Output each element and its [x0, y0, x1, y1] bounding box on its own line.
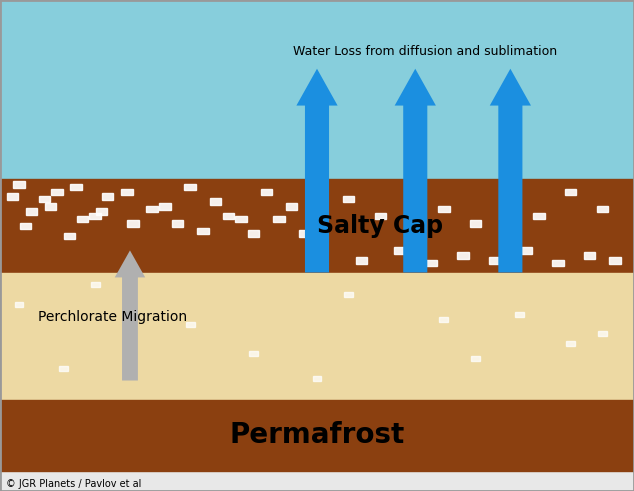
- Bar: [501, 193, 513, 200]
- Bar: [438, 206, 450, 212]
- Bar: [13, 181, 25, 188]
- Bar: [356, 257, 367, 264]
- Bar: [470, 220, 481, 227]
- Bar: [457, 252, 469, 259]
- Bar: [26, 208, 37, 215]
- Bar: [344, 292, 353, 297]
- Bar: [471, 356, 480, 361]
- Bar: [521, 247, 532, 254]
- Bar: [121, 189, 133, 195]
- Bar: [515, 312, 524, 317]
- Bar: [286, 203, 297, 210]
- Text: © JGR Planets / Pavlov et al: © JGR Planets / Pavlov et al: [6, 479, 142, 489]
- Bar: [70, 184, 82, 190]
- Bar: [566, 341, 575, 346]
- Bar: [89, 213, 101, 219]
- Text: Salty Cap: Salty Cap: [318, 214, 443, 238]
- Text: Water Loss from diffusion and sublimation: Water Loss from diffusion and sublimatio…: [293, 45, 557, 58]
- Bar: [39, 196, 50, 202]
- Bar: [91, 282, 100, 287]
- Bar: [406, 189, 418, 195]
- Bar: [598, 331, 607, 336]
- Bar: [51, 189, 63, 195]
- FancyArrow shape: [115, 250, 145, 381]
- Bar: [197, 228, 209, 234]
- Bar: [0, 179, 634, 273]
- Bar: [565, 189, 576, 195]
- Bar: [552, 260, 564, 266]
- Bar: [0, 273, 634, 400]
- Bar: [184, 184, 196, 190]
- Bar: [248, 230, 259, 237]
- Bar: [0, 400, 634, 471]
- Bar: [343, 196, 354, 202]
- Bar: [59, 366, 68, 371]
- Bar: [425, 260, 437, 266]
- Bar: [186, 322, 195, 327]
- Bar: [584, 252, 595, 259]
- Bar: [146, 206, 158, 212]
- Bar: [15, 302, 23, 307]
- Bar: [45, 203, 56, 210]
- Bar: [439, 317, 448, 322]
- Bar: [609, 257, 621, 264]
- Bar: [375, 213, 386, 219]
- Bar: [210, 198, 221, 205]
- Bar: [261, 189, 272, 195]
- FancyArrow shape: [394, 69, 436, 273]
- Bar: [20, 223, 31, 229]
- FancyArrow shape: [490, 69, 531, 273]
- Bar: [159, 203, 171, 210]
- Text: Permafrost: Permafrost: [230, 420, 404, 449]
- Bar: [77, 216, 88, 222]
- Bar: [172, 220, 183, 227]
- Bar: [489, 257, 500, 264]
- Bar: [127, 220, 139, 227]
- Bar: [102, 193, 113, 200]
- Bar: [597, 206, 608, 212]
- Bar: [64, 233, 75, 239]
- Bar: [533, 213, 545, 219]
- Bar: [313, 376, 321, 381]
- Bar: [0, 0, 634, 179]
- Text: Perchlorate Migration: Perchlorate Migration: [38, 310, 187, 324]
- Bar: [223, 213, 234, 219]
- Bar: [96, 208, 107, 215]
- Bar: [299, 230, 310, 237]
- Bar: [394, 247, 405, 254]
- Bar: [235, 216, 247, 222]
- Bar: [273, 216, 285, 222]
- FancyArrow shape: [297, 69, 337, 273]
- Bar: [249, 351, 258, 356]
- Bar: [7, 193, 18, 200]
